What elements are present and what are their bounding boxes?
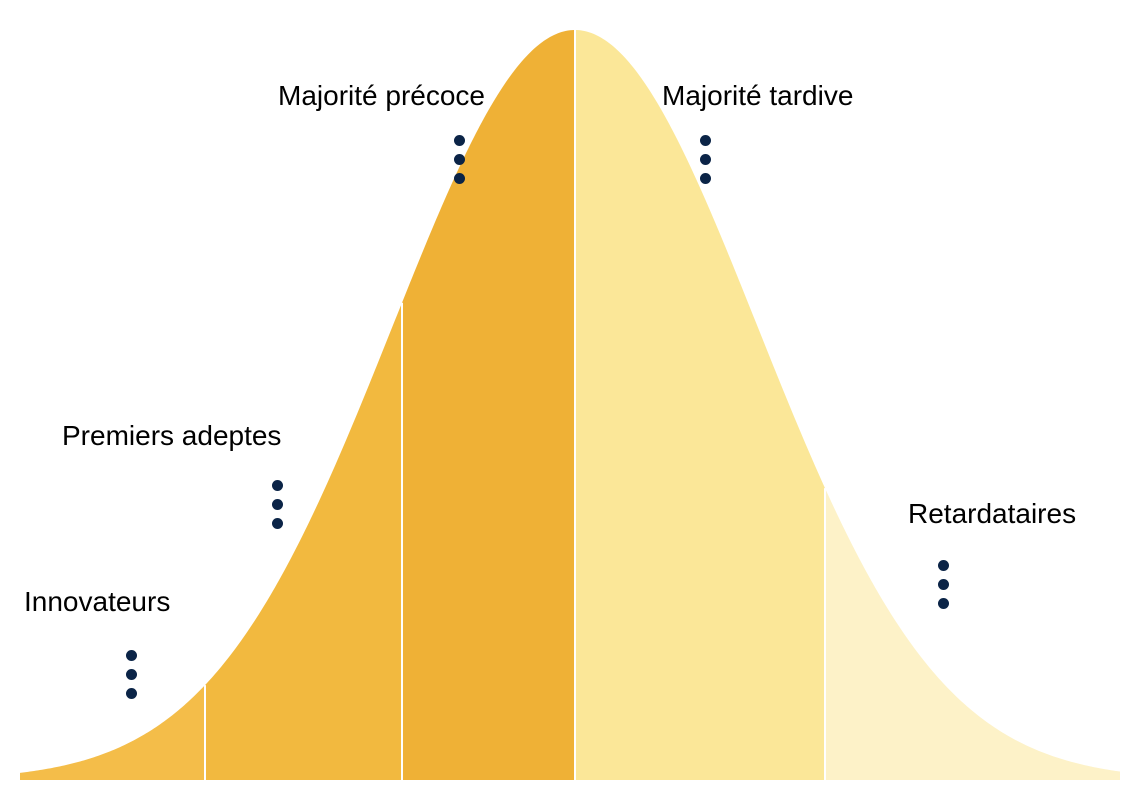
label-innovators: Innovateurs: [24, 586, 170, 618]
label-early-majority: Majorité précoce: [278, 80, 485, 112]
dots-laggards: [938, 560, 949, 609]
adoption-curve-chart: [0, 0, 1134, 784]
dots-late-majority: [700, 135, 711, 184]
dots-innovators: [126, 650, 137, 699]
bell-curve-svg: [0, 0, 1134, 784]
label-early-adopters: Premiers adeptes: [62, 420, 281, 452]
dots-early-majority: [454, 135, 465, 184]
label-late-majority: Majorité tardive: [662, 80, 853, 112]
label-laggards: Retardataires: [908, 498, 1076, 530]
dots-early-adopters: [272, 480, 283, 529]
